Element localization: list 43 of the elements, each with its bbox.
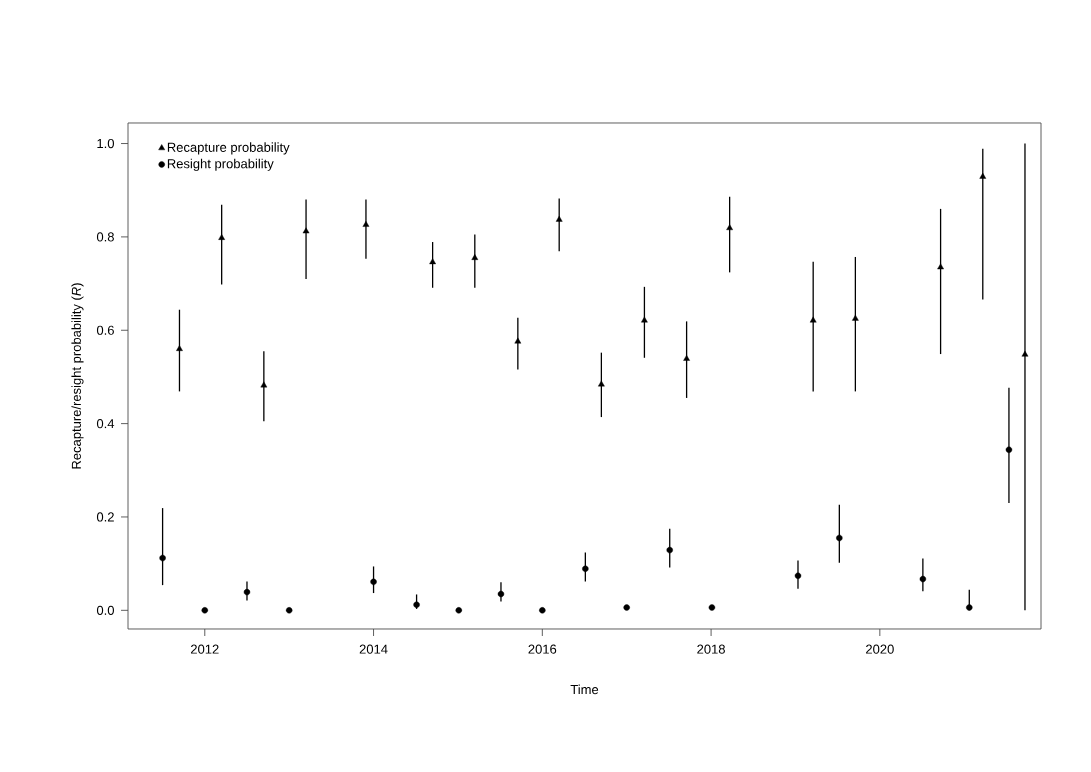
point: [218, 234, 225, 240]
x-tick-label: 2016: [528, 644, 557, 654]
y-tick-label: 0.8: [96, 232, 114, 242]
point: [471, 254, 479, 260]
point: [582, 565, 589, 572]
point: [809, 316, 817, 323]
x-tick-label: 2018: [697, 644, 725, 654]
y-axis-title: Recapture/resight probability (R): [71, 283, 84, 469]
y-tick-label: 0.0: [96, 605, 114, 615]
point: [937, 263, 944, 270]
point: [1005, 446, 1013, 453]
point: [852, 314, 859, 321]
point: [979, 172, 987, 179]
point: [726, 224, 733, 231]
y-tick-label: 0.6: [96, 325, 114, 335]
point: [666, 546, 673, 554]
point: [1021, 350, 1029, 357]
point: [598, 380, 605, 387]
point: [159, 554, 166, 562]
point: [362, 220, 370, 227]
point: [243, 588, 251, 596]
point: [429, 258, 436, 265]
x-tick-label: 2012: [190, 644, 219, 654]
point: [794, 572, 802, 579]
point: [260, 381, 268, 388]
point: [176, 345, 183, 351]
legend-label: Recapture probability: [167, 142, 290, 155]
point: [514, 337, 522, 344]
point: [555, 215, 563, 222]
x-tick-label: 2014: [359, 644, 388, 654]
y-tick-label: 0.4: [96, 419, 115, 429]
legend-label: Resight probability: [167, 158, 274, 171]
y-tick-label: 1.0: [97, 138, 114, 149]
point: [683, 354, 690, 361]
x-tick-label: 2020: [866, 644, 894, 654]
point: [302, 227, 310, 234]
point: [641, 316, 648, 323]
point: [370, 578, 377, 586]
point: [919, 575, 927, 583]
y-tick-label: 0.2: [96, 512, 114, 522]
x-axis-title: Time: [570, 684, 599, 695]
point: [497, 590, 505, 598]
point: [836, 534, 843, 542]
